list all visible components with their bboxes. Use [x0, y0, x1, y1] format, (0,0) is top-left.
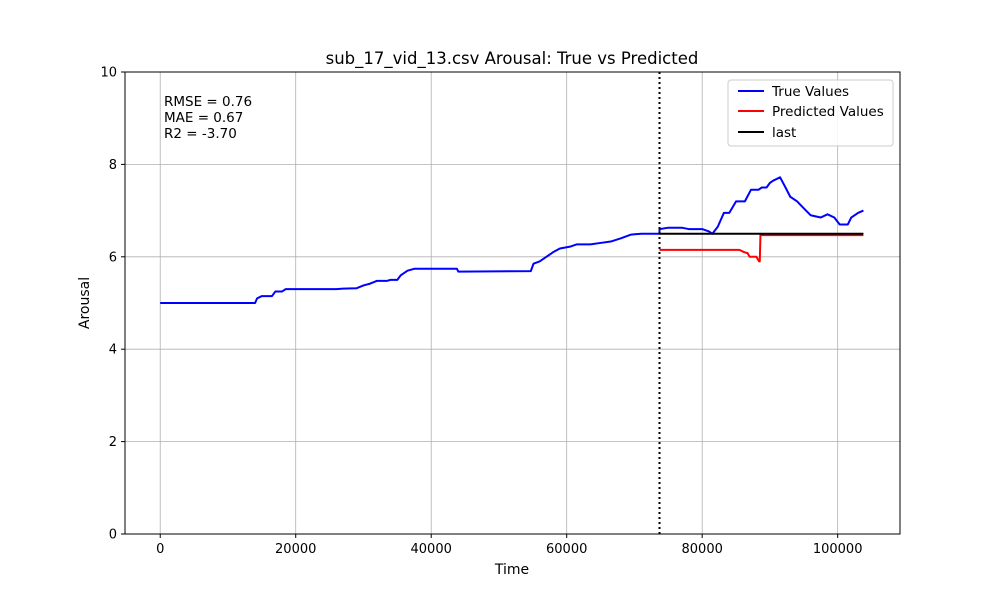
x-tick-label: 60000 [546, 542, 587, 557]
legend-box [727, 79, 894, 147]
stat-mae: MAE = 0.67 [164, 110, 243, 126]
series-line-true-values [160, 176, 864, 304]
y-tick-label: 0 [109, 528, 117, 543]
y-tick-label: 4 [109, 343, 117, 358]
x-tick-label: 0 [156, 542, 164, 557]
y-axis-label: Arousal [77, 277, 93, 329]
y-tick-label: 10 [100, 66, 117, 81]
stat-rmse: RMSE = 0.76 [164, 94, 252, 110]
series-line-predicted-values [659, 234, 864, 263]
x-tick-label: 40000 [411, 542, 452, 557]
axis-ticks: 0 20000 40000 60000 80000 100000 0 2 4 6 8 10 [100, 66, 862, 558]
y-tick-label: 2 [109, 435, 117, 450]
y-tick-label: 8 [109, 158, 117, 173]
legend-label-predicted: Predicted Values [772, 104, 884, 120]
legend-label-true: True Values [771, 84, 849, 100]
series-layer [160, 176, 864, 304]
x-axis-label: Time [494, 562, 529, 578]
x-tick-label: 80000 [682, 542, 723, 557]
legend: True Values Predicted Values last [727, 79, 894, 147]
x-tick-label: 100000 [813, 542, 863, 557]
y-tick-label: 6 [109, 250, 117, 265]
plot-frame [124, 71, 901, 535]
legend-label-last: last [772, 125, 796, 141]
x-tick-label: 20000 [275, 542, 316, 557]
stats-box: RMSE = 0.76 MAE = 0.67 R2 = -3.70 [164, 94, 252, 142]
stat-r2: R2 = -3.70 [164, 126, 237, 142]
chart-title: sub_17_vid_13.csv Arousal: True vs Predi… [326, 49, 699, 69]
